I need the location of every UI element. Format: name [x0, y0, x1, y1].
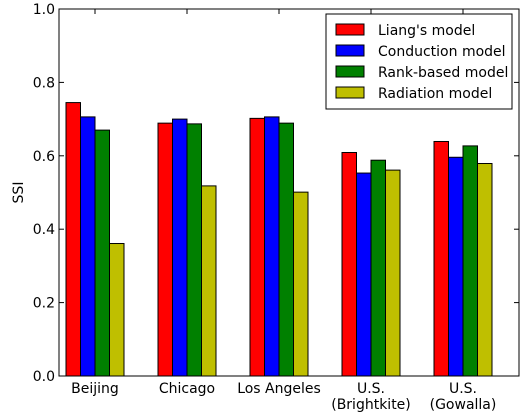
bar-radiation-model-2: [293, 191, 309, 377]
legend-label: Radiation model: [378, 86, 492, 102]
bar-rank-based-model-4: [462, 145, 478, 377]
legend-swatch: [335, 23, 365, 36]
bar-radiation-model-3: [385, 169, 401, 377]
y-axis-label: SSI: [11, 182, 27, 204]
legend: Liang's model Conduction model Rank-based …: [325, 13, 513, 110]
bar-radiation-model-1: [201, 185, 217, 377]
bar-liang-s-model-3: [341, 151, 357, 377]
bar-conduction-model-4: [448, 156, 464, 377]
legend-swatch: [335, 44, 365, 57]
bar-conduction-model-1: [172, 118, 188, 377]
bar-radiation-model-4: [477, 163, 493, 377]
x-tick-label: Los Angeles: [237, 381, 321, 397]
y-tick-label: 0.8: [33, 75, 55, 91]
bar-conduction-model-0: [80, 116, 96, 377]
plot-frame: [58, 8, 520, 377]
legend-label: Conduction model: [378, 44, 506, 60]
bar-liang-s-model-1: [157, 122, 173, 377]
bar-rank-based-model-1: [186, 123, 202, 377]
x-tick-label: Beijing: [71, 381, 119, 397]
bar-liang-s-model-4: [433, 140, 449, 377]
x-axis-ticks: Beijing Chicago Los Angeles U.S.(Brightkite…: [71, 9, 496, 413]
y-tick-label: 0.4: [33, 222, 55, 238]
bars-group: [65, 102, 493, 377]
bar-conduction-model-3: [356, 172, 372, 377]
bar-liang-s-model-2: [249, 117, 265, 377]
x-tick-label: (Gowalla): [430, 397, 497, 413]
y-tick-label: 1.0: [33, 2, 55, 18]
bar-radiation-model-0: [109, 243, 125, 377]
bar-liang-s-model-0: [65, 102, 81, 377]
bar-conduction-model-2: [264, 116, 280, 377]
bar-rank-based-model-0: [94, 129, 110, 377]
x-tick-label: U.S.: [449, 381, 477, 397]
legend-swatch: [335, 86, 365, 99]
x-tick-label: (Brightkite): [331, 397, 411, 413]
x-tick-label: U.S.: [357, 381, 385, 397]
y-tick-label: 0.0: [33, 369, 55, 385]
bar-rank-based-model-2: [278, 122, 294, 377]
y-tick-label: 0.2: [33, 296, 55, 312]
legend-label: Liang's model: [378, 23, 475, 39]
y-axis-ticks: 0.0 0.2 0.4 0.6 0.8 1.0: [33, 2, 519, 385]
x-tick-label: Chicago: [159, 381, 215, 397]
bar-rank-based-model-3: [370, 159, 386, 377]
legend-label: Rank-based model: [378, 65, 508, 81]
legend-swatch: [335, 65, 365, 78]
y-tick-label: 0.6: [33, 149, 55, 165]
